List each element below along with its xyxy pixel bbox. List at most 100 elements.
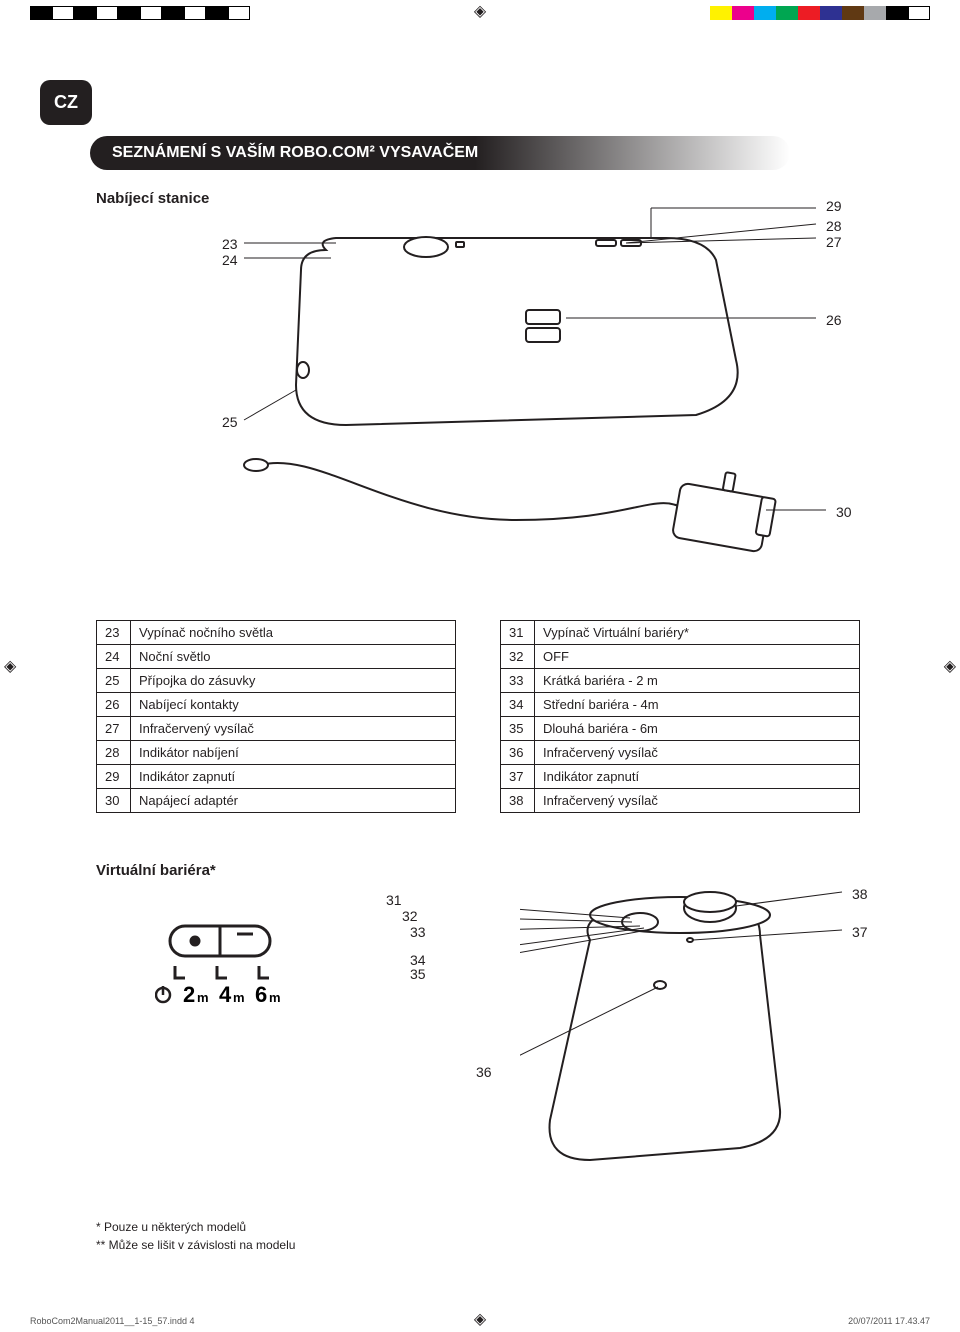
part-number: 38 bbox=[501, 789, 535, 813]
table-row: 32OFF bbox=[501, 645, 860, 669]
swatch bbox=[118, 6, 140, 20]
swatch bbox=[184, 6, 206, 20]
registration-cross-top: ◈ bbox=[474, 4, 486, 20]
svg-text:4: 4 bbox=[219, 982, 232, 1007]
footnotes: * Pouze u některých modelů ** Může se li… bbox=[96, 1218, 295, 1254]
swatch bbox=[798, 6, 820, 20]
footnote-2: ** Může se lišit v závislosti na modelu bbox=[96, 1236, 295, 1254]
registration-cross-right: ◈ bbox=[944, 656, 956, 676]
swatch bbox=[864, 6, 886, 20]
table-row: 25Přípojka do zásuvky bbox=[97, 669, 456, 693]
print-timestamp: 20/07/2011 17.43.47 bbox=[848, 1316, 930, 1326]
part-label: Dlouhá bariéra - 6m bbox=[535, 717, 860, 741]
table-virtual-barrier: 31Vypínač Virtuální bariéry*32OFF33Krátk… bbox=[500, 620, 860, 813]
swatch bbox=[74, 6, 96, 20]
table-row: 28Indikátor nabíjení bbox=[97, 741, 456, 765]
table-row: 36Infračervený vysílač bbox=[501, 741, 860, 765]
callout-33: 33 bbox=[410, 924, 426, 940]
part-number: 37 bbox=[501, 765, 535, 789]
part-label: Indikátor nabíjení bbox=[131, 741, 456, 765]
part-number: 24 bbox=[97, 645, 131, 669]
swatch bbox=[710, 6, 732, 20]
part-label: Napájecí adaptér bbox=[131, 789, 456, 813]
registration-cross-bottom: ◈ bbox=[474, 1312, 486, 1328]
part-label: Infračervený vysílač bbox=[131, 717, 456, 741]
part-label: Vypínač Virtuální bariéry* bbox=[535, 621, 860, 645]
figure-charging-station bbox=[96, 190, 856, 590]
part-number: 34 bbox=[501, 693, 535, 717]
part-label: Přípojka do zásuvky bbox=[131, 669, 456, 693]
swatch bbox=[30, 6, 52, 20]
table-row: 35Dlouhá bariéra - 6m bbox=[501, 717, 860, 741]
swatch bbox=[228, 6, 250, 20]
callout-36: 36 bbox=[476, 1064, 492, 1080]
swatch bbox=[842, 6, 864, 20]
part-label: Vypínač nočního světla bbox=[131, 621, 456, 645]
swatch bbox=[820, 6, 842, 20]
subhead-virtual-barrier: Virtuální bariéra* bbox=[96, 862, 216, 879]
part-number: 26 bbox=[97, 693, 131, 717]
range-icon: 2 m 4 m 6 m bbox=[155, 920, 305, 1010]
svg-text:m: m bbox=[233, 990, 245, 1005]
table-row: 33Krátká bariéra - 2 m bbox=[501, 669, 860, 693]
table-row: 38Infračervený vysílač bbox=[501, 789, 860, 813]
callout-25: 25 bbox=[222, 414, 238, 430]
callout-30: 30 bbox=[836, 504, 852, 520]
part-number: 27 bbox=[97, 717, 131, 741]
callout-26: 26 bbox=[826, 312, 842, 328]
figure-virtual-barrier bbox=[520, 880, 850, 1180]
svg-text:6: 6 bbox=[255, 982, 267, 1007]
svg-text:m: m bbox=[269, 990, 281, 1005]
registration-swatches-left bbox=[30, 6, 250, 20]
callout-38: 38 bbox=[852, 886, 868, 902]
callout-32: 32 bbox=[402, 908, 418, 924]
part-number: 35 bbox=[501, 717, 535, 741]
swatch bbox=[140, 6, 162, 20]
part-label: OFF bbox=[535, 645, 860, 669]
registration-cross-left: ◈ bbox=[4, 656, 16, 676]
parts-tables: 23Vypínač nočního světla24Noční světlo25… bbox=[96, 620, 860, 813]
part-label: Střední bariéra - 4m bbox=[535, 693, 860, 717]
swatch bbox=[162, 6, 184, 20]
footnote-1: * Pouze u některých modelů bbox=[96, 1218, 295, 1236]
registration-swatches-right bbox=[710, 6, 930, 20]
part-number: 31 bbox=[501, 621, 535, 645]
table-charging-station: 23Vypínač nočního světla24Noční světlo25… bbox=[96, 620, 456, 813]
table-row: 24Noční světlo bbox=[97, 645, 456, 669]
part-number: 36 bbox=[501, 741, 535, 765]
table-row: 34Střední bariéra - 4m bbox=[501, 693, 860, 717]
table-row: 29Indikátor zapnutí bbox=[97, 765, 456, 789]
part-label: Noční světlo bbox=[131, 645, 456, 669]
language-tab: CZ bbox=[40, 80, 92, 125]
callout-24: 24 bbox=[222, 252, 238, 268]
part-number: 25 bbox=[97, 669, 131, 693]
part-number: 32 bbox=[501, 645, 535, 669]
callout-37: 37 bbox=[852, 924, 868, 940]
callout-27: 27 bbox=[826, 234, 842, 250]
table-row: 27Infračervený vysílač bbox=[97, 717, 456, 741]
table-row: 23Vypínač nočního světla bbox=[97, 621, 456, 645]
table-row: 37Indikátor zapnutí bbox=[501, 765, 860, 789]
callout-35: 35 bbox=[410, 966, 426, 982]
swatch bbox=[206, 6, 228, 20]
swatch bbox=[52, 6, 74, 20]
table-row: 30Napájecí adaptér bbox=[97, 789, 456, 813]
callout-31: 31 bbox=[386, 892, 402, 908]
part-number: 33 bbox=[501, 669, 535, 693]
part-label: Nabíjecí kontakty bbox=[131, 693, 456, 717]
swatch bbox=[776, 6, 798, 20]
callout-28: 28 bbox=[826, 218, 842, 234]
swatch bbox=[754, 6, 776, 20]
part-number: 23 bbox=[97, 621, 131, 645]
part-label: Indikátor zapnutí bbox=[535, 765, 860, 789]
callout-23: 23 bbox=[222, 236, 238, 252]
swatch bbox=[732, 6, 754, 20]
swatch bbox=[908, 6, 930, 20]
part-label: Krátká bariéra - 2 m bbox=[535, 669, 860, 693]
part-label: Indikátor zapnutí bbox=[131, 765, 456, 789]
svg-text:2: 2 bbox=[183, 982, 195, 1007]
section-title: SEZNÁMENÍ S VAŠÍM ROBO.COM² VYSAVAČEM bbox=[90, 136, 790, 170]
swatch bbox=[96, 6, 118, 20]
table-row: 26Nabíjecí kontakty bbox=[97, 693, 456, 717]
part-label: Infračervený vysílač bbox=[535, 741, 860, 765]
